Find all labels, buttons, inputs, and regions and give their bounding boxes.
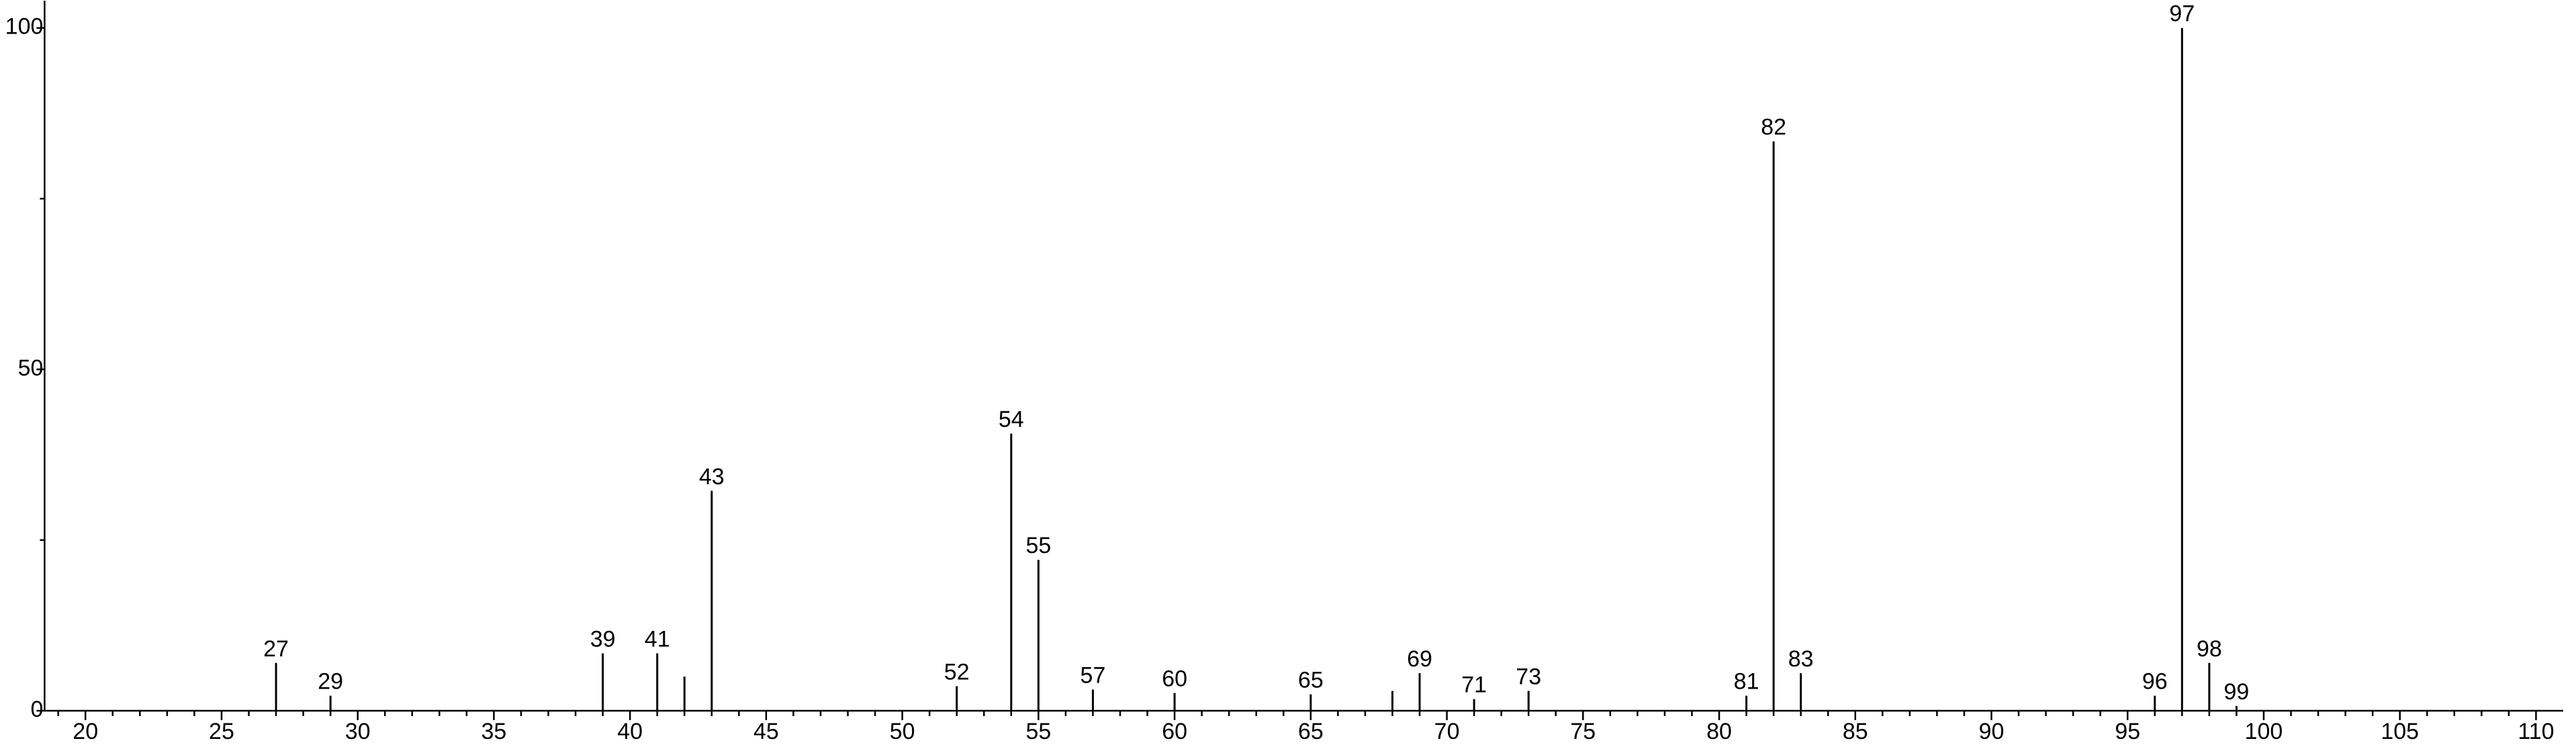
peak-label: 69 bbox=[1407, 646, 1432, 672]
peak-label: 60 bbox=[1162, 666, 1187, 692]
peak-label: 81 bbox=[1734, 669, 1759, 695]
x-tick-label: 80 bbox=[1706, 719, 1732, 744]
peak-label: 97 bbox=[2169, 1, 2195, 27]
peak-label: 98 bbox=[2197, 636, 2222, 662]
x-tick-label: 45 bbox=[753, 719, 779, 744]
x-tick-label: 25 bbox=[209, 719, 234, 744]
peak-label: 29 bbox=[318, 669, 343, 695]
peak-label: 41 bbox=[645, 627, 670, 652]
peak-label: 55 bbox=[1025, 533, 1051, 558]
x-tick-label: 75 bbox=[1570, 719, 1596, 744]
peak-label: 27 bbox=[263, 636, 289, 662]
y-tick-label: 100 bbox=[5, 14, 44, 40]
peak-label: 57 bbox=[1080, 662, 1106, 688]
x-tick-label: 110 bbox=[2518, 719, 2554, 744]
x-tick-label: 85 bbox=[1843, 719, 1868, 744]
x-tick-label: 100 bbox=[2245, 719, 2283, 744]
peak-label: 83 bbox=[1788, 646, 1814, 672]
x-tick-label: 50 bbox=[890, 719, 915, 744]
y-tick-label: 0 bbox=[30, 697, 43, 722]
peak-label: 71 bbox=[1461, 672, 1487, 698]
peak-label: 65 bbox=[1298, 668, 1324, 693]
x-tick-label: 35 bbox=[481, 719, 507, 744]
peak-label: 52 bbox=[944, 659, 970, 685]
x-tick-label: 55 bbox=[1025, 719, 1051, 744]
peak-label: 73 bbox=[1516, 664, 1541, 689]
x-tick-label: 95 bbox=[2115, 719, 2140, 744]
peak-label: 43 bbox=[699, 464, 725, 489]
peak-label: 82 bbox=[1761, 115, 1786, 140]
peak-label: 39 bbox=[590, 627, 616, 652]
x-tick-label: 65 bbox=[1298, 719, 1324, 744]
peak-label: 99 bbox=[2224, 679, 2250, 705]
x-tick-label: 30 bbox=[345, 719, 371, 744]
peak-label: 96 bbox=[2142, 669, 2168, 695]
x-tick-label: 70 bbox=[1434, 719, 1460, 744]
x-tick-label: 20 bbox=[73, 719, 98, 744]
x-tick-label: 60 bbox=[1162, 719, 1187, 744]
x-tick-label: 90 bbox=[1979, 719, 2005, 744]
peak-label: 54 bbox=[999, 407, 1024, 432]
x-tick-label: 105 bbox=[2381, 719, 2419, 744]
y-tick-label: 50 bbox=[18, 355, 44, 381]
x-tick-label: 40 bbox=[617, 719, 643, 744]
